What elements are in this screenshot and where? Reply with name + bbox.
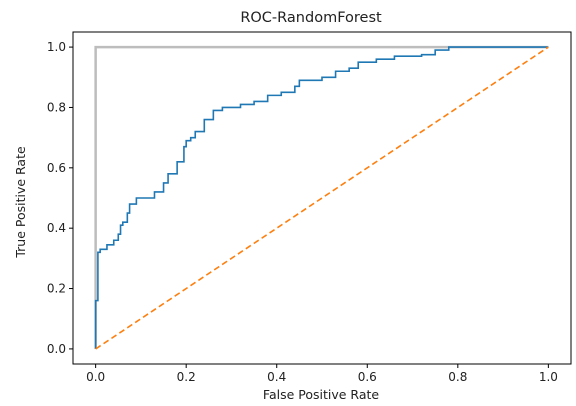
plot-lines — [94, 45, 549, 350]
y-tick-label: 0.6 — [47, 161, 66, 175]
chart-title: ROC-RandomForest — [240, 10, 382, 26]
x-tick-label: 0.2 — [177, 370, 196, 384]
x-axis-ticks: 0.0 0.2 0.4 0.6 0.8 1.0 — [86, 364, 558, 384]
y-tick-label: 0.4 — [47, 221, 66, 235]
roc-curve-line — [94, 46, 549, 349]
y-tick-label: 0.8 — [47, 100, 66, 114]
y-axis-label: True Positive Rate — [13, 146, 28, 259]
y-tick-label: 0.2 — [47, 282, 66, 296]
x-tick-label: 0.4 — [267, 370, 286, 384]
y-axis-ticks: 0.0 0.2 0.4 0.6 0.8 1.0 — [47, 40, 73, 356]
x-tick-label: 1.0 — [539, 370, 558, 384]
axes-frame — [72, 31, 572, 365]
random-guess-line — [95, 46, 549, 350]
perfect-classifier-line — [94, 45, 549, 349]
x-axis-label: False Positive Rate — [263, 387, 379, 402]
x-tick-label: 0.8 — [448, 370, 467, 384]
y-tick-label: 1.0 — [47, 40, 66, 54]
x-tick-label: 0.6 — [358, 370, 377, 384]
x-tick-label: 0.0 — [86, 370, 105, 384]
y-tick-label: 0.0 — [47, 342, 66, 356]
